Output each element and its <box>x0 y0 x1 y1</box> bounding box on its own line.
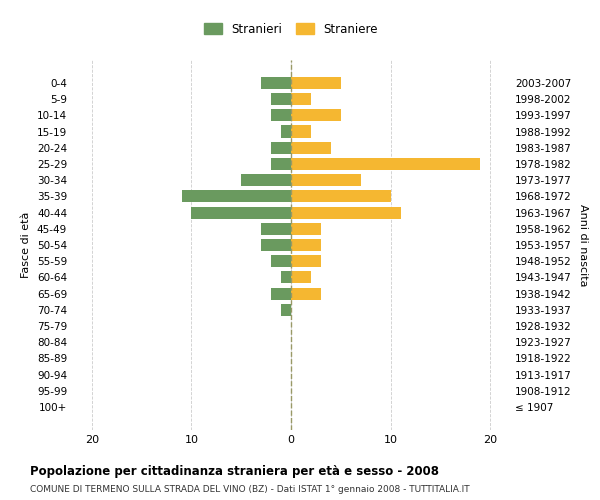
Bar <box>291 190 391 202</box>
Bar <box>281 126 291 138</box>
Bar <box>291 77 341 89</box>
Y-axis label: Anni di nascita: Anni di nascita <box>578 204 588 286</box>
Bar <box>281 304 291 316</box>
Bar <box>291 206 401 218</box>
Bar <box>291 288 321 300</box>
Bar <box>182 190 291 202</box>
Bar <box>281 272 291 283</box>
Bar <box>291 255 321 268</box>
Y-axis label: Fasce di età: Fasce di età <box>22 212 31 278</box>
Bar <box>271 93 291 105</box>
Bar <box>291 222 321 235</box>
Legend: Stranieri, Straniere: Stranieri, Straniere <box>199 18 383 40</box>
Bar <box>261 222 291 235</box>
Bar <box>271 255 291 268</box>
Bar <box>261 77 291 89</box>
Bar <box>291 126 311 138</box>
Bar <box>271 158 291 170</box>
Bar <box>291 272 311 283</box>
Bar <box>291 109 341 122</box>
Text: COMUNE DI TERMENO SULLA STRADA DEL VINO (BZ) - Dati ISTAT 1° gennaio 2008 - TUTT: COMUNE DI TERMENO SULLA STRADA DEL VINO … <box>30 485 470 494</box>
Bar <box>271 109 291 122</box>
Bar <box>241 174 291 186</box>
Bar <box>191 206 291 218</box>
Text: Popolazione per cittadinanza straniera per età e sesso - 2008: Popolazione per cittadinanza straniera p… <box>30 465 439 478</box>
Bar <box>291 239 321 251</box>
Bar <box>291 142 331 154</box>
Bar <box>291 158 480 170</box>
Bar <box>271 142 291 154</box>
Bar <box>291 93 311 105</box>
Bar <box>291 174 361 186</box>
Bar <box>261 239 291 251</box>
Bar <box>271 288 291 300</box>
